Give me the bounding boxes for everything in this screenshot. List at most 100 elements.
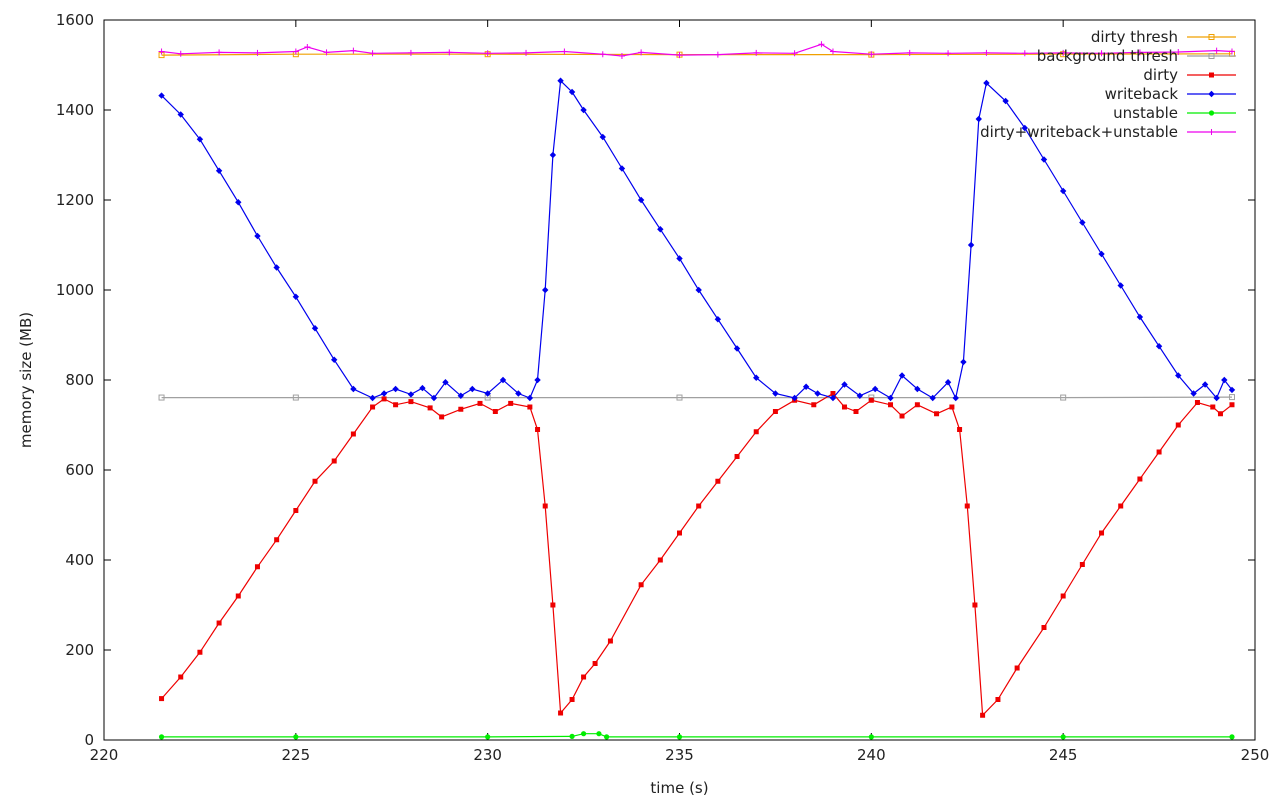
data-point-writeback: [311, 325, 319, 332]
data-point-dirty: [607, 638, 613, 644]
data-point-dirty: [331, 458, 337, 464]
data-point-writeback: [484, 390, 491, 397]
data-point-dirty: [734, 454, 740, 459]
y-tick-label: 1600: [56, 11, 94, 29]
data-point-dirty: [934, 411, 940, 417]
series-unstable: [158, 731, 1235, 740]
data-point-writeback: [898, 372, 906, 379]
data-point-writeback: [392, 385, 399, 393]
data-point-writeback: [177, 111, 184, 118]
data-point-writeback: [526, 394, 534, 402]
data-point-writeback: [469, 385, 476, 393]
data-point-writeback: [814, 390, 821, 397]
series-line-background-thresh: [161, 396, 1233, 399]
data-point-dirty-writeback-unstable: [829, 48, 836, 55]
data-point-writeback: [714, 316, 722, 323]
data-point-dirty-writeback-unstable: [1060, 49, 1067, 56]
data-point-dirty-writeback-unstable: [676, 52, 683, 59]
data-point-dirty: [772, 409, 778, 414]
data-point-writeback: [542, 286, 549, 294]
data-point-dirty-writeback-unstable: [618, 53, 625, 59]
data-point-writeback: [952, 394, 959, 402]
data-point-dirty-writeback-unstable: [1228, 48, 1235, 55]
data-point-writeback: [1175, 372, 1182, 379]
data-point-dirty-writeback-unstable: [714, 51, 721, 58]
data-point-dirty: [508, 400, 514, 406]
data-point-writeback: [944, 379, 952, 386]
data-point-writeback: [676, 255, 683, 262]
data-point-dirty: [381, 396, 387, 402]
data-point-dirty: [715, 478, 721, 484]
data-point-writeback: [841, 381, 848, 388]
data-point-dirty-writeback-unstable: [484, 50, 491, 57]
data-point-dirty-writeback-unstable: [1175, 48, 1182, 55]
data-point-writeback: [791, 394, 798, 402]
data-point-writeback: [856, 392, 864, 399]
data-point-background-thresh: [1228, 394, 1235, 401]
data-point-dirty: [370, 404, 376, 410]
data-point-unstable: [604, 734, 610, 740]
y-tick-label: 0: [84, 731, 94, 749]
data-point-dirty: [235, 593, 241, 599]
data-point-writeback: [802, 383, 810, 390]
data-point-unstable: [1060, 734, 1066, 740]
data-point-dirty: [868, 397, 874, 403]
data-point-writeback: [235, 199, 242, 206]
data-point-dirty: [178, 674, 184, 680]
data-point-writeback: [695, 286, 702, 294]
data-point-dirty: [914, 402, 920, 408]
data-point-writeback: [983, 79, 990, 87]
data-point-writeback: [1002, 97, 1009, 105]
series-line-dirty-writeback-unstable: [161, 43, 1233, 57]
data-point-writeback: [975, 115, 982, 123]
data-point-unstable: [676, 734, 683, 740]
data-point-dirty: [216, 620, 222, 626]
data-point-dirty: [527, 404, 533, 410]
x-tick-label: 220: [90, 746, 119, 764]
legend-item-writeback: writeback: [1105, 85, 1236, 103]
data-point-dirty-writeback-unstable: [599, 51, 606, 58]
data-point-dirty-writeback-unstable: [254, 49, 261, 56]
series-background-thresh: [158, 394, 1235, 401]
data-point-dirty: [581, 674, 587, 680]
data-point-writeback: [568, 88, 576, 96]
data-point-writeback: [618, 165, 626, 172]
x-tick-label: 225: [282, 746, 311, 764]
data-point-dirty: [542, 503, 548, 509]
data-point-dirty: [477, 400, 483, 406]
data-point-dirty: [696, 503, 702, 509]
data-point-writeback: [1059, 187, 1067, 195]
y-tick-label: 200: [65, 641, 94, 659]
data-point-dirty: [1175, 422, 1181, 428]
data-point-unstable: [868, 734, 874, 740]
data-point-dirty: [638, 582, 644, 588]
data-point-dirty-writeback-unstable: [945, 50, 952, 57]
data-point-dirty: [949, 404, 955, 410]
series-dirty: [159, 391, 1235, 718]
data-point-dirty-writeback-unstable: [177, 50, 184, 57]
legend-item-dirty-thresh: dirty thresh: [1091, 28, 1236, 46]
data-point-dirty: [753, 429, 759, 435]
data-point-unstable: [158, 734, 165, 740]
data-point-dirty: [550, 602, 556, 608]
x-axis-label: time (s): [650, 779, 708, 797]
data-point-dirty: [1060, 593, 1066, 599]
legend-label: dirty+writeback+unstable: [980, 123, 1178, 141]
data-point-writeback: [1040, 156, 1048, 163]
legend-swatch-marker: [1209, 72, 1214, 78]
data-point-writeback: [430, 394, 438, 402]
data-point-writeback: [254, 232, 261, 240]
data-point-dirty-writeback-unstable: [350, 47, 357, 54]
data-point-unstable: [596, 731, 602, 737]
legend-item-dirty-writeback-unstable: dirty+writeback+unstable: [980, 123, 1236, 141]
data-point-writeback: [829, 394, 837, 402]
data-point-dirty: [1217, 411, 1223, 417]
data-point-writeback: [549, 151, 557, 159]
y-tick-label: 400: [65, 551, 94, 569]
data-point-dirty: [677, 530, 682, 536]
data-point-dirty: [492, 409, 498, 414]
data-point-writeback: [499, 376, 507, 384]
data-point-dirty: [408, 399, 414, 405]
